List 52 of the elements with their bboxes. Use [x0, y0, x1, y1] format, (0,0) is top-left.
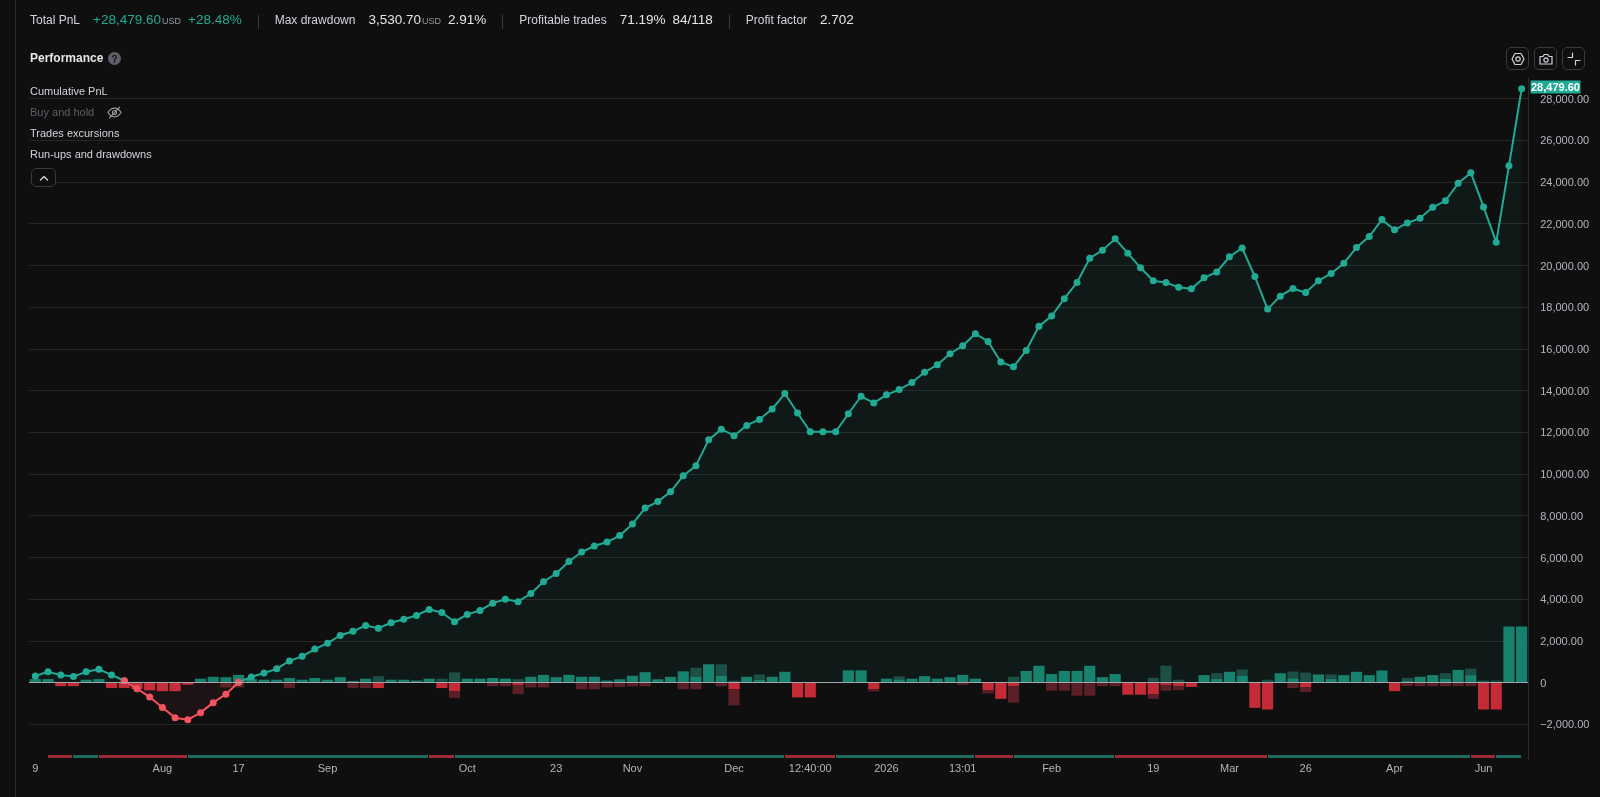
y-tick-label: 20,000.00: [1540, 259, 1590, 272]
x-tick-label: 12:40:00: [788, 762, 832, 774]
text: +28.48%: [188, 12, 242, 27]
y-tick-label: 14,000.00: [1540, 384, 1590, 397]
x-tick-label: 23: [550, 762, 563, 774]
x-tick-label: 19: [1147, 762, 1160, 774]
annotation: Trades excursions: [30, 127, 120, 140]
annotation: Buy and hold: [30, 106, 95, 119]
x-tick-label: Mar: [1219, 762, 1240, 774]
text: USD: [421, 16, 441, 26]
x-tick-label: 2026: [874, 762, 899, 774]
text: 71.19%: [619, 12, 666, 27]
y-tick-label: 10,000.00: [1540, 468, 1590, 481]
text: 84/118: [672, 12, 713, 27]
y-tick-label: 12,000.00: [1540, 426, 1590, 439]
x-tick-label: Apr: [1386, 762, 1404, 774]
x-tick-label: 26: [1299, 762, 1312, 774]
y-tick-label: 2,000.00: [1540, 634, 1584, 647]
text: USD: [162, 16, 182, 26]
x-tick-label: Feb: [1042, 762, 1062, 774]
text: 2.91%: [447, 12, 487, 27]
y-tick-label: −2,000.00: [1540, 718, 1590, 731]
text: Max drawdown: [274, 13, 356, 27]
text: Total PnL: [30, 13, 81, 27]
text: +28,479.60: [93, 12, 161, 27]
text: 28,479.60: [1531, 81, 1580, 93]
annotation: Run-ups and drawdowns: [30, 148, 152, 161]
text: 2.702: [820, 12, 854, 27]
y-tick-label: 26,000.00: [1540, 134, 1590, 147]
x-tick-label: Oct: [458, 762, 476, 774]
x-tick-label: 13:01: [948, 762, 977, 774]
text: 3,530.70: [368, 12, 421, 27]
text: Profitable trades: [519, 13, 607, 27]
y-tick-label: 6,000.00: [1540, 551, 1584, 564]
y-tick-label: 0: [1540, 676, 1547, 689]
y-tick-label: 22,000.00: [1540, 217, 1590, 230]
annotation: Cumulative PnL: [30, 85, 108, 98]
y-tick-label: 4,000.00: [1540, 593, 1584, 606]
y-tick-label: 8,000.00: [1540, 509, 1584, 522]
x-tick-label: Dec: [724, 762, 745, 774]
x-tick-label: Nov: [622, 762, 643, 774]
y-tick-label: 24,000.00: [1540, 176, 1590, 189]
x-tick-label: Aug: [152, 762, 173, 774]
x-tick-label: 9: [32, 762, 39, 774]
y-tick-label: 28,000.00: [1540, 92, 1590, 105]
x-tick-label: Sep: [317, 762, 338, 774]
y-tick-label: 16,000.00: [1540, 342, 1590, 355]
x-tick-label: 17: [232, 762, 245, 774]
x-tick-label: Jun: [1474, 762, 1493, 774]
text: Profit factor: [745, 13, 808, 27]
chart-title: Performance: [30, 51, 104, 65]
y-tick-label: 18,000.00: [1540, 301, 1590, 314]
